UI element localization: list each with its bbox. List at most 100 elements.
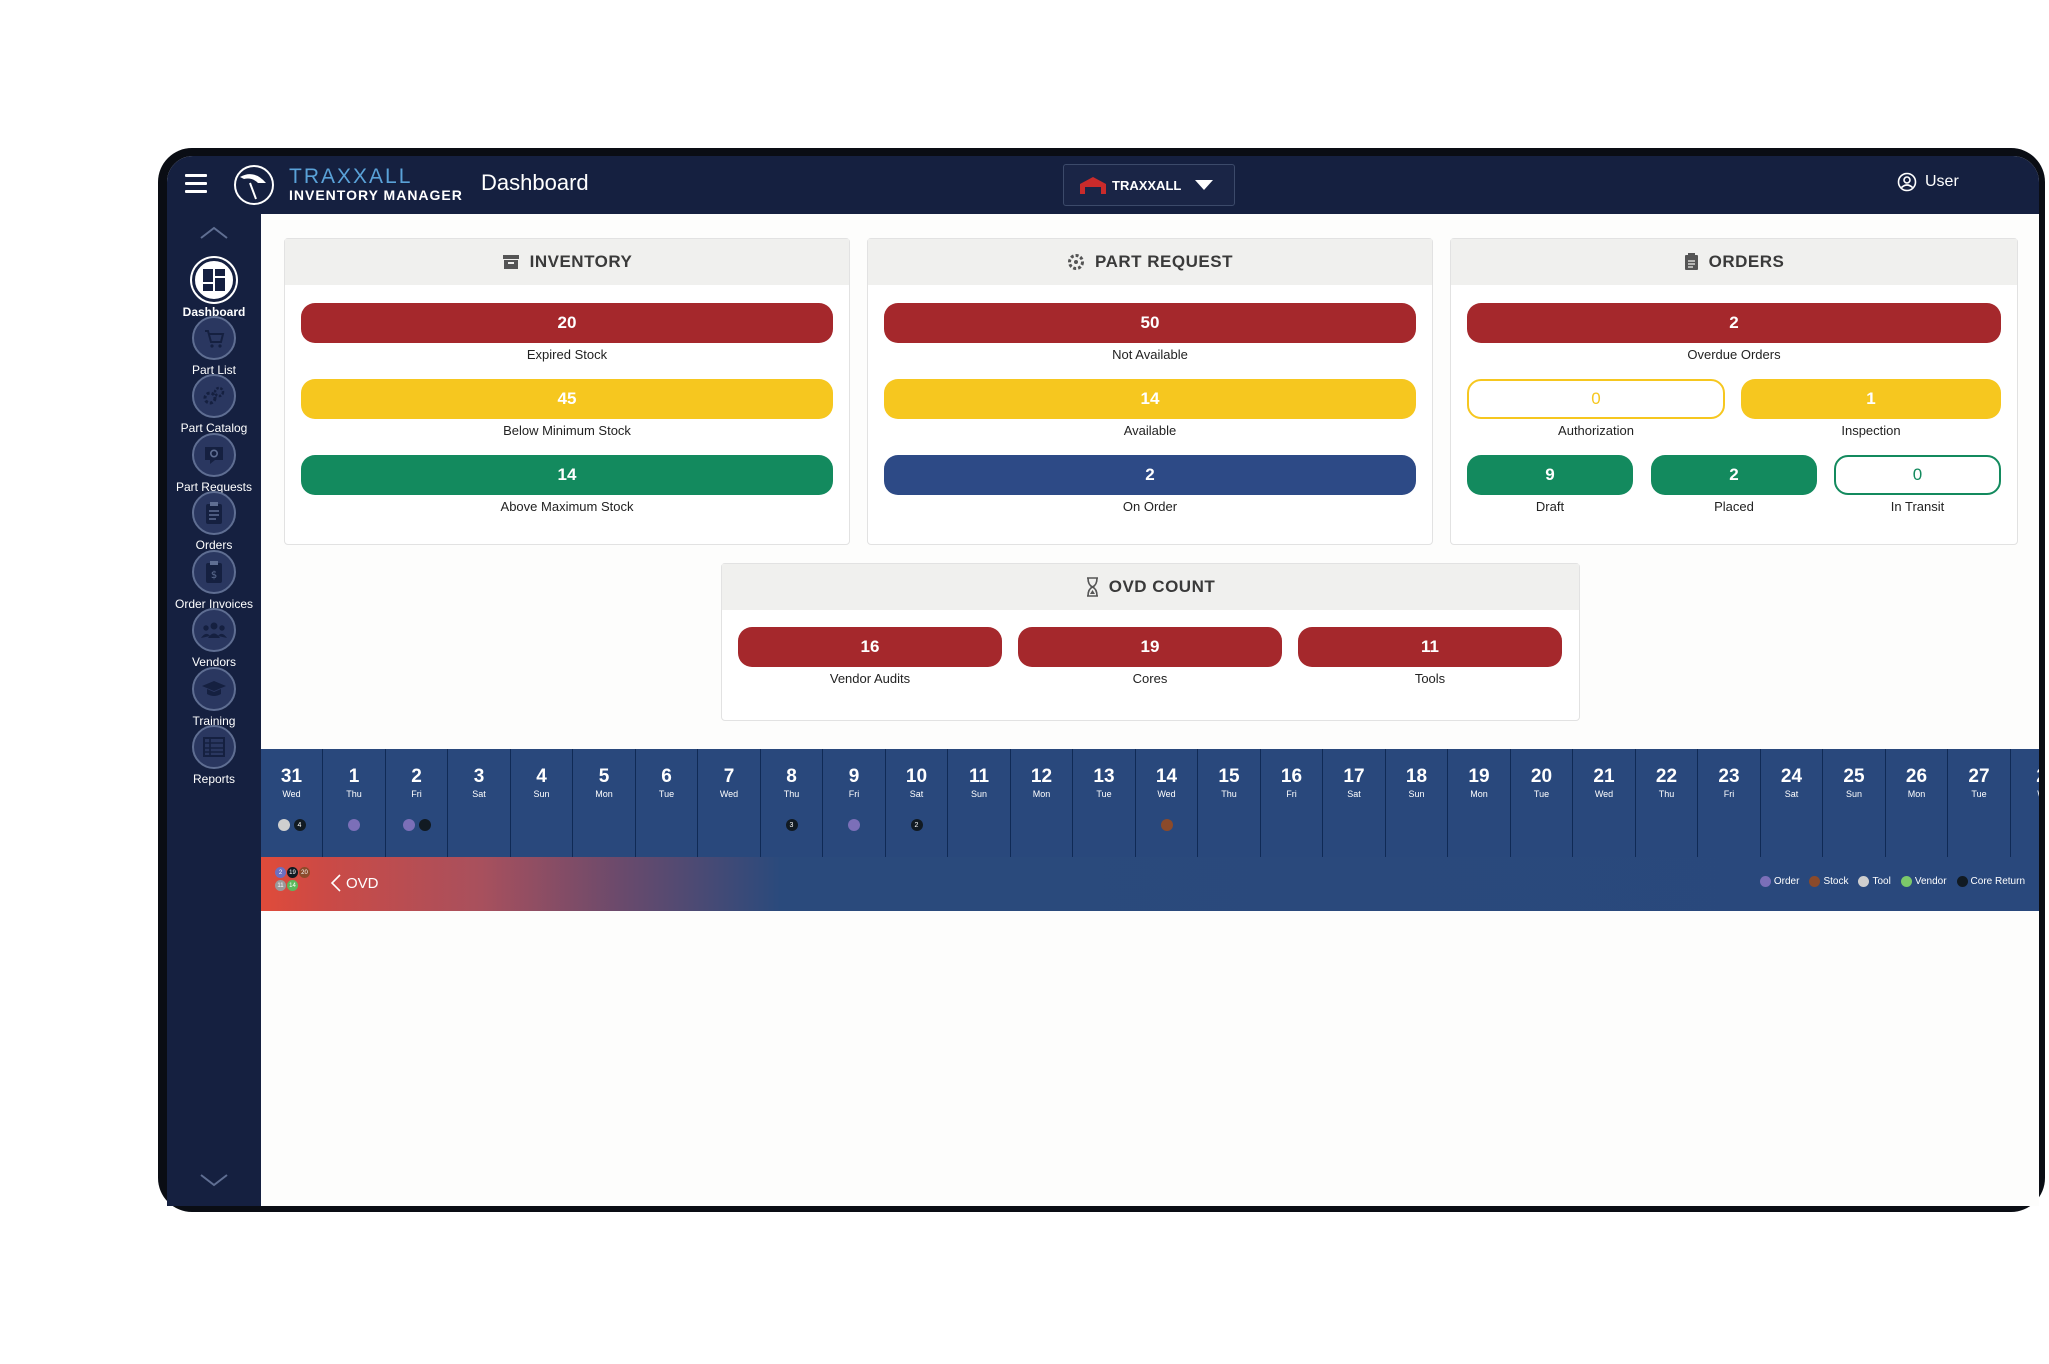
calendar-day[interactable]: 7 Wed	[699, 749, 761, 857]
calendar-day[interactable]: 31 Wed 4	[261, 749, 323, 857]
calendar-strip: 31 Wed 4 1 Thu 2 Fri 3 Sat 4 Sun 5 Mon 6 Tue 7 Wed 8 Thu 3 9…	[261, 749, 2039, 857]
below-minimum-stock-button[interactable]: 45	[301, 379, 833, 419]
organization-label: TRAXXALL	[1112, 177, 1182, 193]
not-available-button[interactable]: 50	[884, 303, 1416, 343]
calendar-day[interactable]: 9 Fri	[824, 749, 886, 857]
inventory-title: INVENTORY	[529, 252, 633, 271]
calendar-event-dot[interactable]: 4	[293, 819, 306, 831]
calendar-day[interactable]: 6 Tue	[636, 749, 698, 857]
available-button[interactable]: 14	[884, 379, 1416, 419]
expired-stock-button[interactable]: 20	[301, 303, 833, 343]
calendar-weekday: Tue	[1971, 789, 1987, 799]
calendar-day[interactable]: 13 Tue	[1074, 749, 1136, 857]
overdue-orders-button[interactable]: 2	[1467, 303, 2001, 343]
calendar-day[interactable]: 15 Thu	[1199, 749, 1261, 857]
calendar-day[interactable]: 22 Thu	[1636, 749, 1698, 857]
sidebar-item-reports[interactable]: Reports	[167, 725, 261, 786]
calendar-day[interactable]: 21 Wed	[1574, 749, 1636, 857]
sidebar-item-dashboard[interactable]: Dashboard	[167, 258, 261, 319]
placed-label: Placed	[1714, 499, 1754, 514]
in-transit-button[interactable]: 0	[1834, 455, 2001, 495]
calendar-event-dot[interactable]	[402, 819, 415, 831]
calendar-day[interactable]: 5 Mon	[574, 749, 636, 857]
vendor-audits-button[interactable]: 16	[738, 627, 1002, 667]
calendar-weekday: Sun	[533, 789, 550, 799]
cores-button[interactable]: 19	[1018, 627, 1282, 667]
calendar-day[interactable]: 10 Sat 2	[886, 749, 948, 857]
calendar-day-number: 9	[848, 766, 860, 787]
calendar-event-dot[interactable]	[418, 819, 431, 831]
table-icon	[192, 725, 236, 769]
calendar-event-dots: 2	[886, 819, 947, 831]
ovd-count-card: OVD COUNT 16 Vendor Audits 19 Cores 11 T…	[721, 563, 1580, 721]
calendar-day-number: 31	[280, 766, 303, 787]
calendar-day[interactable]: 20 Tue	[1511, 749, 1573, 857]
calendar-day[interactable]: 3 Sat	[449, 749, 511, 857]
scroll-down-icon[interactable]	[197, 1169, 231, 1191]
on-order-label: On Order	[1122, 499, 1178, 514]
calendar-event-dot[interactable]	[277, 819, 290, 831]
calendar-day[interactable]: 19 Mon	[1449, 749, 1511, 857]
brand-name: TRAXXALL INVENTORY MANAGER	[289, 166, 463, 202]
legend-label: Order	[1773, 876, 1800, 887]
sidebar-item-label: Dashboard	[182, 305, 246, 319]
inspection-button[interactable]: 1	[1741, 379, 2001, 419]
inspection-value: 1	[1866, 389, 1876, 408]
calendar-event-dot[interactable]: 3	[785, 819, 798, 831]
svg-text:$: $	[211, 570, 217, 581]
sidebar-item-training[interactable]: Training	[167, 667, 261, 728]
calendar-day[interactable]: 2W	[2011, 749, 2039, 857]
calendar-day[interactable]: 27 Tue	[1949, 749, 2011, 857]
placed-button[interactable]: 2	[1651, 455, 1817, 495]
calendar-event-dot[interactable]: 2	[910, 819, 923, 831]
calendar-weekday: Fri	[848, 789, 860, 799]
calendar-day[interactable]: 2 Fri	[386, 749, 448, 857]
calendar-day[interactable]: 17 Sat	[1324, 749, 1386, 857]
sidebar-item-order-invoices[interactable]: $ Order Invoices	[167, 550, 261, 611]
calendar-day-number: 20	[1530, 766, 1553, 787]
draft-button[interactable]: 9	[1467, 455, 1633, 495]
sidebar-item-part-catalog[interactable]: Part Catalog	[167, 374, 261, 435]
calendar-day[interactable]: 1 Thu	[324, 749, 386, 857]
calendar-day[interactable]: 16 Fri	[1261, 749, 1323, 857]
calendar-day[interactable]: 14 Wed	[1136, 749, 1198, 857]
sidebar-item-part-requests[interactable]: Part Requests	[167, 433, 261, 494]
calendar-day[interactable]: 26 Mon	[1886, 749, 1948, 857]
sidebar-item-orders[interactable]: Orders	[167, 491, 261, 552]
calendar-day[interactable]: 11 Sun	[949, 749, 1011, 857]
on-order-button[interactable]: 2	[884, 455, 1416, 495]
calendar-event-dot[interactable]	[348, 819, 360, 831]
not-available-value: 50	[1140, 313, 1160, 332]
user-menu[interactable]: User	[1897, 172, 1959, 192]
calendar-day[interactable]: 12 Mon	[1011, 749, 1073, 857]
calendar-weekday: Fri	[1723, 789, 1735, 799]
hamburger-menu-icon[interactable]	[185, 174, 207, 194]
legend-swatch	[1956, 876, 1968, 887]
calendar-day[interactable]: 8 Thu 3	[761, 749, 823, 857]
calendar-day[interactable]: 24 Sat	[1761, 749, 1823, 857]
calendar-day[interactable]: 4 Sun	[511, 749, 573, 857]
above-maximum-stock-button[interactable]: 14	[301, 455, 833, 495]
calendar-event-dot[interactable]	[1160, 819, 1173, 831]
orders-card: ORDERS 2 Overdue Orders 0 Authorization …	[1450, 238, 2018, 545]
calendar-day[interactable]: 25 Sun	[1824, 749, 1886, 857]
calendar-weekday: Fri	[1286, 789, 1297, 799]
authorization-button[interactable]: 0	[1467, 379, 1725, 419]
graduation-cap-icon	[192, 667, 236, 711]
scroll-up-icon[interactable]	[197, 222, 231, 244]
calendar-event-dot[interactable]	[848, 819, 860, 831]
calendar-legend: Order Stock Tool Vendor Core Return	[1759, 876, 2025, 887]
calendar-weekday: Sun	[970, 789, 987, 799]
clipboard-icon	[192, 491, 236, 535]
sidebar-item-part-list[interactable]: Part List	[167, 316, 261, 377]
calendar-day[interactable]: 18 Sun	[1386, 749, 1448, 857]
sidebar-item-vendors[interactable]: Vendors	[167, 608, 261, 669]
calendar-weekday: Tue	[658, 789, 675, 799]
legend-swatch	[1809, 876, 1821, 887]
legend-label: Stock	[1823, 876, 1849, 887]
ovd-back-button[interactable]: OVD	[331, 874, 379, 892]
calendar-day[interactable]: 23 Fri	[1699, 749, 1761, 857]
tools-button[interactable]: 11	[1298, 627, 1562, 667]
cart-icon	[192, 316, 236, 360]
organization-selector[interactable]: TRAXXALL	[1063, 164, 1235, 206]
